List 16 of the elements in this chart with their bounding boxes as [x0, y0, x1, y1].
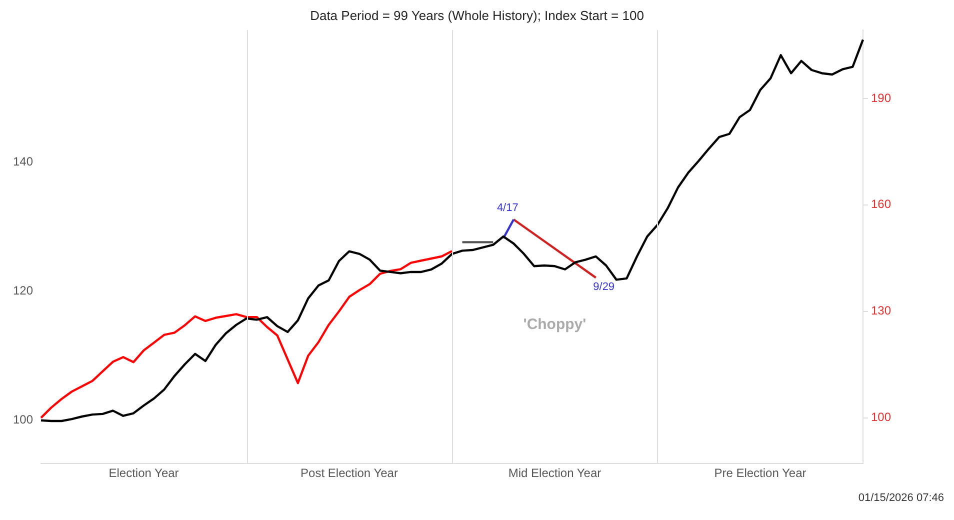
data-label: 9/29 — [593, 281, 615, 294]
y2-tick-label: 130 — [870, 304, 892, 318]
x-tick-label: Mid Election Year — [508, 466, 602, 480]
y2-tick-label: 190 — [870, 90, 892, 105]
data-label: 4/17 — [496, 202, 518, 214]
x-tick-label: Pre Election Year — [714, 466, 806, 480]
chart-title: Data Period = 99 Years (Whole History); Index Start = 100 — [309, 8, 645, 23]
y2-tick-label: 100 — [870, 410, 892, 424]
y-tick-label: 100 — [12, 412, 34, 427]
y-tick-label: 140 — [12, 154, 34, 169]
x-tick-label: Election Year — [108, 466, 179, 480]
text: 01/15/2026 07:46 — [858, 492, 944, 504]
annotation: 'Choppy' — [523, 316, 586, 334]
x-tick-label: Post Election Year — [300, 466, 398, 480]
y-tick-label: 120 — [12, 284, 34, 298]
y2-tick-label: 160 — [870, 197, 892, 212]
